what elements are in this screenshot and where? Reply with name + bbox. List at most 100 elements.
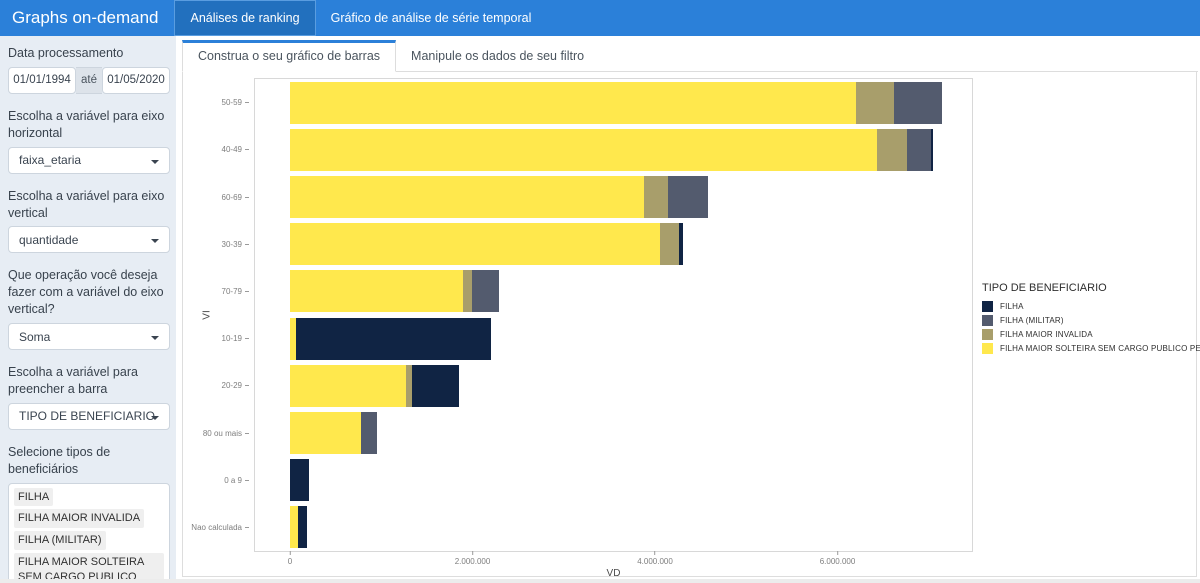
stacked-bar bbox=[290, 506, 308, 549]
sidebar: Data processamento 01/01/1994 até 01/05/… bbox=[0, 36, 176, 583]
bar-segment bbox=[678, 223, 684, 266]
navbar: Graphs on-demand Análises de ranking Grá… bbox=[0, 0, 1200, 36]
stacked-bar bbox=[290, 81, 943, 124]
bar-segment bbox=[412, 364, 459, 407]
beneficiary-tag[interactable]: FILHA bbox=[14, 487, 54, 507]
legend-entry: FILHA bbox=[982, 301, 1200, 312]
legend-entry: FILHA MAIOR SOLTEIRA SEM CARGO PUBLICO P… bbox=[982, 343, 1200, 354]
y-axis-label: 10-19 bbox=[189, 315, 249, 362]
chart-card: 50-59 40-49 60-69 30-39 70-79 10-19 20-29 80 ou… bbox=[182, 72, 1200, 579]
chart-row bbox=[255, 221, 972, 268]
stacked-bar bbox=[290, 459, 310, 502]
legend-label: FILHA bbox=[1000, 302, 1024, 311]
operation-value: Soma bbox=[19, 329, 51, 344]
fill-variable-select[interactable]: TIPO DE BENEFICIARIO bbox=[8, 402, 170, 430]
chart-row bbox=[255, 504, 972, 551]
x-axis-title: VD bbox=[606, 568, 621, 579]
legend-label: FILHA (MILITAR) bbox=[1000, 316, 1064, 325]
chart-row bbox=[255, 79, 972, 126]
bar-segment bbox=[290, 412, 362, 455]
beneficiary-types-multiselect[interactable]: FILHA FILHA MAIOR INVALIDA FILHA (MILITAR)… bbox=[8, 482, 170, 583]
legend-label: FILHA MAIOR SOLTEIRA SEM CARGO PUBLICO P… bbox=[1000, 344, 1200, 353]
bar-segment bbox=[855, 81, 895, 124]
bar-segment bbox=[471, 270, 499, 313]
date-range-group: Data processamento 01/01/1994 até 01/05/… bbox=[8, 45, 170, 94]
beneficiary-types-label: Selecione tipos de beneficiários bbox=[8, 444, 111, 476]
legend-swatch-icon bbox=[982, 329, 993, 340]
app-title: Graphs on-demand bbox=[12, 8, 159, 27]
beneficiary-tag[interactable]: FILHA (MILITAR) bbox=[14, 531, 106, 551]
chevron-down-icon bbox=[151, 159, 159, 168]
content-tabs: Construa o seu gráfico de barras Manipul… bbox=[182, 40, 1198, 72]
beneficiary-types-group: Selecione tipos de beneficiários FILHA FI… bbox=[8, 444, 170, 583]
stacked-bar bbox=[290, 317, 491, 360]
bar-segment bbox=[290, 459, 310, 502]
bar-segment bbox=[463, 270, 472, 313]
legend-swatch-icon bbox=[982, 343, 993, 354]
bar-segment bbox=[930, 128, 934, 171]
bar-segment bbox=[296, 317, 491, 360]
bar-segment bbox=[298, 506, 308, 549]
fill-variable-label: Escolha a variável para preencher a barr… bbox=[8, 365, 138, 396]
y-axis-label: 70-79 bbox=[189, 268, 249, 315]
horizontal-scrollbar[interactable] bbox=[0, 579, 1200, 583]
y-axis-label: 40-49 bbox=[189, 126, 249, 173]
legend-title: TIPO DE BENEFICIARIO bbox=[982, 282, 1107, 294]
chart-rows bbox=[255, 79, 972, 551]
operation-group: Que operação você deseja fazer com a var… bbox=[8, 267, 170, 350]
vertical-axis-value: quantidade bbox=[19, 232, 79, 247]
date-to-input[interactable]: 01/05/2020 bbox=[102, 66, 170, 94]
nav-tab-analises-ranking[interactable]: Análises de ranking bbox=[174, 0, 316, 36]
bar-segment bbox=[290, 270, 464, 313]
chart-row bbox=[255, 362, 972, 409]
x-axis-tick: 4.000.000 bbox=[637, 551, 673, 566]
bar-segment bbox=[290, 506, 299, 549]
vertical-axis-label: Escolha a variável para eixo vertical bbox=[8, 188, 165, 220]
date-from-input[interactable]: 01/01/1994 bbox=[8, 66, 76, 94]
chart-row bbox=[255, 173, 972, 220]
bar-segment bbox=[290, 317, 297, 360]
bar-segment bbox=[667, 176, 708, 218]
main-content: Construa o seu gráfico de barras Manipul… bbox=[176, 36, 1200, 579]
beneficiary-tag[interactable]: FILHA MAIOR INVALIDA bbox=[14, 509, 145, 529]
horizontal-axis-group: Escolha a variável para eixo horizontal … bbox=[8, 108, 170, 174]
bar-segment bbox=[659, 223, 679, 266]
chevron-down-icon bbox=[151, 239, 159, 247]
fill-variable-group: Escolha a variável para preencher a barr… bbox=[8, 364, 170, 430]
operation-select[interactable]: Soma bbox=[8, 323, 170, 350]
bar-segment bbox=[290, 364, 406, 407]
y-axis-title: VI bbox=[201, 310, 213, 320]
x-axis-tick: 0 bbox=[288, 551, 292, 566]
legend-entry: FILHA (MILITAR) bbox=[982, 315, 1200, 326]
tab-build-bar-chart[interactable]: Construa o seu gráfico de barras bbox=[182, 40, 397, 72]
legend-entries: FILHA FILHA (MILITAR) FILHA MAIOR INVALIDA… bbox=[982, 301, 1200, 354]
bar-segment bbox=[906, 128, 931, 171]
chart-row bbox=[255, 126, 972, 173]
vertical-axis-select[interactable]: quantidade bbox=[8, 226, 170, 254]
y-axis-label: 60-69 bbox=[189, 173, 249, 220]
y-axis-label: 0 a 9 bbox=[189, 457, 249, 504]
horizontal-axis-value: faixa_etaria bbox=[19, 153, 82, 168]
y-axis-label: 50-59 bbox=[189, 79, 249, 126]
y-axis-labels: 50-59 40-49 60-69 30-39 70-79 10-19 20-29 80 ou… bbox=[189, 79, 249, 551]
y-axis-label: 80 ou mais bbox=[189, 409, 249, 456]
vertical-axis-group: Escolha a variável para eixo vertical qu… bbox=[8, 188, 170, 254]
chart-row bbox=[255, 409, 972, 456]
nav-tab-serie-temporal[interactable]: Gráfico de análise de série temporal bbox=[330, 11, 532, 25]
chart-row bbox=[255, 457, 972, 504]
chevron-down-icon bbox=[151, 415, 159, 424]
y-axis-label: Nao calculada bbox=[189, 504, 249, 551]
bar-segment bbox=[876, 128, 907, 171]
bar-segment bbox=[290, 81, 856, 124]
x-axis-tick: 2.000.000 bbox=[455, 551, 490, 566]
x-axis-tick: 6.000.000 bbox=[820, 551, 855, 566]
stacked-bar bbox=[290, 412, 377, 455]
legend-entry: FILHA MAIOR INVALIDA bbox=[982, 329, 1200, 340]
stacked-bar bbox=[290, 128, 934, 171]
horizontal-axis-select[interactable]: faixa_etaria bbox=[8, 146, 170, 174]
stacked-bar bbox=[290, 270, 499, 313]
tab-manipulate-data[interactable]: Manipule os dados de seu filtro bbox=[411, 49, 585, 63]
bar-segment bbox=[361, 412, 377, 455]
bar-segment bbox=[290, 176, 645, 218]
bar-segment bbox=[290, 223, 660, 266]
